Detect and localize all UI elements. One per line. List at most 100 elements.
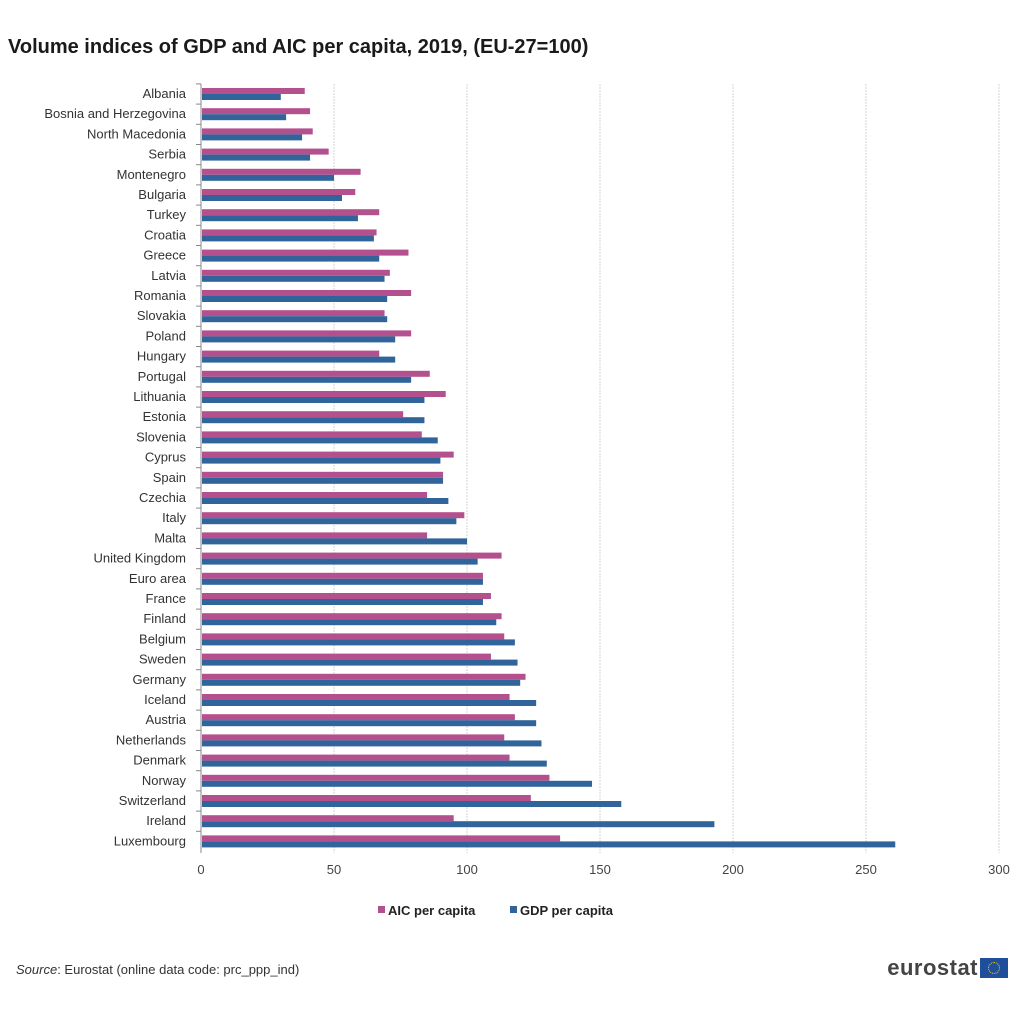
source-note: Source: Eurostat (online data code: prc_… <box>16 962 299 977</box>
category-label: Malta <box>154 530 187 545</box>
bar-gdp <box>202 376 412 383</box>
bar-gdp <box>202 498 449 504</box>
bar-gdp <box>202 760 547 767</box>
category-label: Slovakia <box>137 308 187 323</box>
bar-gdp <box>202 821 715 828</box>
bar-gdp <box>202 174 334 181</box>
category-label: Latvia <box>151 268 186 283</box>
x-tick-label: 200 <box>722 862 744 877</box>
category-label: Bosnia and Herzegovina <box>44 106 186 121</box>
bar-gdp <box>202 599 483 605</box>
category-label: Norway <box>142 773 187 788</box>
bar-aic <box>202 189 356 195</box>
bar-aic <box>202 330 412 337</box>
bar-aic <box>202 88 305 94</box>
bar-gdp <box>202 578 483 585</box>
eu-flag-icon <box>980 958 1008 978</box>
bar-gdp <box>202 477 444 484</box>
bar-gdp <box>202 336 396 343</box>
category-label: Turkey <box>147 207 187 222</box>
bar-aic <box>202 795 531 801</box>
bar-aic <box>202 108 311 115</box>
category-label: Spain <box>153 470 186 485</box>
bar-aic <box>202 148 329 155</box>
x-tick-label: 250 <box>855 862 877 877</box>
bar-aic <box>202 572 483 579</box>
category-label: Czechia <box>139 490 187 505</box>
category-label: Finland <box>143 611 186 626</box>
category-label: Sweden <box>139 652 186 667</box>
bar-gdp <box>202 801 622 807</box>
bar-aic <box>202 714 515 721</box>
bar-aic <box>202 774 550 781</box>
bar-aic <box>202 471 444 478</box>
bar-gdp <box>202 558 478 565</box>
source-text: : Eurostat (online data code: prc_ppp_in… <box>57 962 300 977</box>
bar-aic <box>202 269 390 276</box>
bar-gdp <box>202 134 303 141</box>
bar-aic <box>202 552 502 559</box>
bar-gdp <box>202 700 537 706</box>
bar-gdp <box>202 780 593 787</box>
bar-gdp <box>202 296 388 302</box>
legend-label-gdp: GDP per capita <box>520 903 614 918</box>
category-label: Estonia <box>143 409 187 424</box>
legend: AIC per capita GDP per capita <box>378 903 614 918</box>
bar-aic <box>202 370 430 377</box>
bar-gdp <box>202 114 287 121</box>
source-label: Source <box>16 962 58 977</box>
bar-aic <box>202 815 454 822</box>
logo-text: eurostat <box>887 955 978 980</box>
category-label: Albania <box>143 86 187 101</box>
category-label: Austria <box>146 712 187 727</box>
category-label: Romania <box>134 288 187 303</box>
bar-gdp <box>202 518 457 525</box>
category-label: Bulgaria <box>138 187 186 202</box>
category-label: Luxembourg <box>114 833 186 848</box>
category-label: Slovenia <box>136 429 187 444</box>
category-labels: Albania Bosnia and Herzegovina North Maced… <box>44 83 201 848</box>
bar-gdp <box>202 457 441 464</box>
legend-label-aic: AIC per capita <box>388 903 476 918</box>
category-label: Germany <box>133 672 187 687</box>
bar-gdp <box>202 740 542 747</box>
bar-chart: Albania Bosnia and Herzegovina North Maced… <box>44 83 1010 918</box>
bar-gdp <box>202 255 380 262</box>
bars <box>202 88 896 848</box>
eurostat-logo: eurostat <box>887 955 1008 981</box>
bar-aic <box>202 512 465 519</box>
category-label: Italy <box>162 510 186 525</box>
bar-gdp <box>202 316 388 323</box>
category-label: Iceland <box>144 692 186 707</box>
bar-aic <box>202 451 454 458</box>
bar-aic <box>202 593 491 599</box>
category-label: Switzerland <box>119 793 186 808</box>
bar-gdp <box>202 417 425 424</box>
bar-aic <box>202 310 385 317</box>
legend-swatch-aic <box>378 906 385 913</box>
category-label: United Kingdom <box>94 551 187 566</box>
category-label: Montenegro <box>117 167 186 182</box>
x-tick-label: 100 <box>456 862 478 877</box>
category-label: Netherlands <box>116 732 187 747</box>
category-label: Hungary <box>137 349 187 364</box>
bar-aic <box>202 168 361 175</box>
category-label: Cyprus <box>145 450 187 465</box>
bar-gdp <box>202 720 537 727</box>
bar-aic <box>202 835 561 842</box>
bar-aic <box>202 633 505 640</box>
bar-aic <box>202 350 380 357</box>
bar-aic <box>202 754 510 761</box>
category-label: France <box>146 591 186 606</box>
bar-gdp <box>202 437 438 444</box>
bar-aic <box>202 613 502 620</box>
category-label: Greece <box>143 248 186 263</box>
category-label: Portugal <box>138 369 187 384</box>
x-tick-label: 0 <box>197 862 204 877</box>
bar-gdp <box>202 679 521 686</box>
bar-aic <box>202 290 412 296</box>
category-label: Ireland <box>146 813 186 828</box>
bar-aic <box>202 431 422 438</box>
x-tick-label: 50 <box>327 862 341 877</box>
x-tick-label: 300 <box>988 862 1010 877</box>
